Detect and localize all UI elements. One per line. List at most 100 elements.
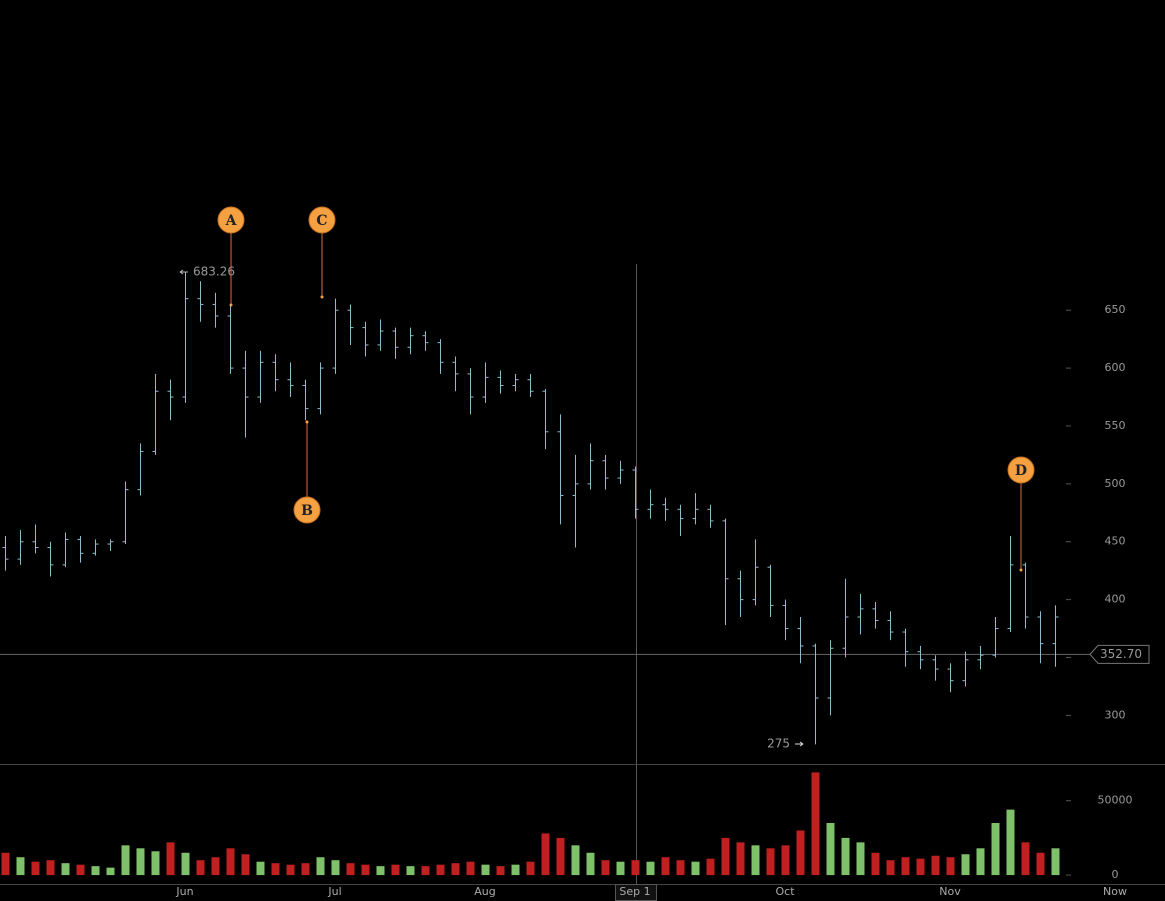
volume-bar	[226, 848, 235, 876]
volume-bar	[721, 837, 730, 876]
volume-bar	[991, 823, 1000, 876]
y-tick-label: 650	[1105, 303, 1126, 316]
volume-bar	[241, 854, 250, 876]
volume-bar	[1006, 809, 1015, 876]
annotation-marker	[217, 206, 245, 234]
volume-bar	[121, 845, 130, 876]
volume-bar	[751, 845, 760, 876]
annotations: A B C D	[217, 206, 1035, 572]
high-label: 683.26	[193, 265, 235, 279]
annotation-dot	[1019, 568, 1023, 572]
volume-bar	[316, 857, 325, 876]
volume-bar	[796, 830, 805, 876]
volume-bar	[916, 858, 925, 876]
volume-bar	[346, 863, 355, 876]
volume-bar	[166, 842, 175, 876]
volume-bar	[586, 852, 595, 876]
annotation-marker	[293, 496, 321, 524]
volume-bar	[931, 855, 940, 876]
volume-bar	[646, 861, 655, 876]
volume-bar	[151, 851, 160, 876]
low-label: 275	[767, 737, 790, 751]
y-tick-label: 550	[1105, 419, 1126, 432]
annotation-dot	[320, 295, 324, 299]
y-tick-label: 300	[1105, 708, 1126, 721]
last-price-tag	[1089, 644, 1150, 664]
annotation-marker	[1007, 456, 1035, 484]
last-price-label: 352.70	[1100, 647, 1142, 661]
volume-bar	[106, 867, 115, 876]
volume-bar	[301, 863, 310, 876]
volume-bar	[481, 864, 490, 876]
volume-bar	[661, 857, 670, 876]
volume-bar	[16, 857, 25, 876]
annotation-label: B	[301, 503, 313, 519]
y-tick-label: 0	[1112, 868, 1119, 881]
y-tick-label: 400	[1105, 593, 1126, 606]
volume-bar	[736, 842, 745, 876]
volume-bar	[136, 848, 145, 876]
volume-bar	[691, 861, 700, 876]
volume-bar	[211, 857, 220, 876]
y-tick-label: 500	[1105, 477, 1126, 490]
x-tick-label: Aug	[474, 885, 495, 898]
volume-bar	[511, 864, 520, 876]
low-arrow	[795, 741, 804, 747]
volume-bar	[856, 842, 865, 876]
volume-bar	[961, 854, 970, 876]
volume-bar	[406, 866, 415, 876]
volume-bar	[541, 833, 550, 876]
x-tick-label: Nov	[939, 885, 961, 898]
annotation-dot	[305, 420, 309, 424]
volume-bar	[526, 861, 535, 876]
volume-bar	[556, 837, 565, 876]
annotation-label: C	[316, 213, 327, 229]
x-tick-label: Sep 1	[619, 885, 650, 898]
volume-bar	[901, 857, 910, 876]
x-tick-label: Oct	[775, 885, 795, 898]
x-tick-label: Jul	[327, 885, 341, 898]
volume-bar	[841, 837, 850, 876]
volume-bar	[811, 772, 820, 876]
volume-bar	[976, 848, 985, 876]
volume-bar	[631, 860, 640, 876]
volume-bar	[1051, 848, 1060, 876]
volume-bar	[376, 866, 385, 876]
y-tick-label: 50000	[1098, 794, 1133, 807]
x-tick-label: Jun	[175, 885, 193, 898]
annotation-label: A	[225, 213, 238, 229]
volume-bar	[331, 860, 340, 876]
volume-bar	[781, 845, 790, 876]
volume-bar	[76, 864, 85, 876]
volume-bar	[391, 864, 400, 876]
annotation-marker	[308, 206, 336, 234]
volume-bar	[616, 861, 625, 876]
volume-bar	[1036, 852, 1045, 876]
high-arrow	[179, 269, 188, 275]
volume-bar	[286, 864, 295, 876]
volume-bar	[946, 857, 955, 876]
annotation-dot	[229, 303, 233, 307]
volume-bar	[871, 852, 880, 876]
volume-bar	[361, 864, 370, 876]
annotation-label: D	[1015, 463, 1027, 479]
volume-bar	[61, 863, 70, 876]
volume-bar	[46, 860, 55, 876]
volume-bar	[271, 863, 280, 876]
volume-bar	[91, 866, 100, 876]
volume-bar	[496, 866, 505, 876]
y-tick-label: 600	[1105, 361, 1126, 374]
volume-bar	[181, 852, 190, 876]
volume-bar	[436, 864, 445, 876]
volume-bar	[886, 860, 895, 876]
volume-bar	[466, 861, 475, 876]
volume-bar	[256, 861, 265, 876]
volume-bar	[196, 860, 205, 876]
volume-bar	[421, 866, 430, 876]
volume-bar	[571, 845, 580, 876]
volume-bar	[601, 860, 610, 876]
volume-bar	[451, 863, 460, 876]
volume-bar	[31, 861, 40, 876]
volume-bar	[1021, 842, 1030, 876]
